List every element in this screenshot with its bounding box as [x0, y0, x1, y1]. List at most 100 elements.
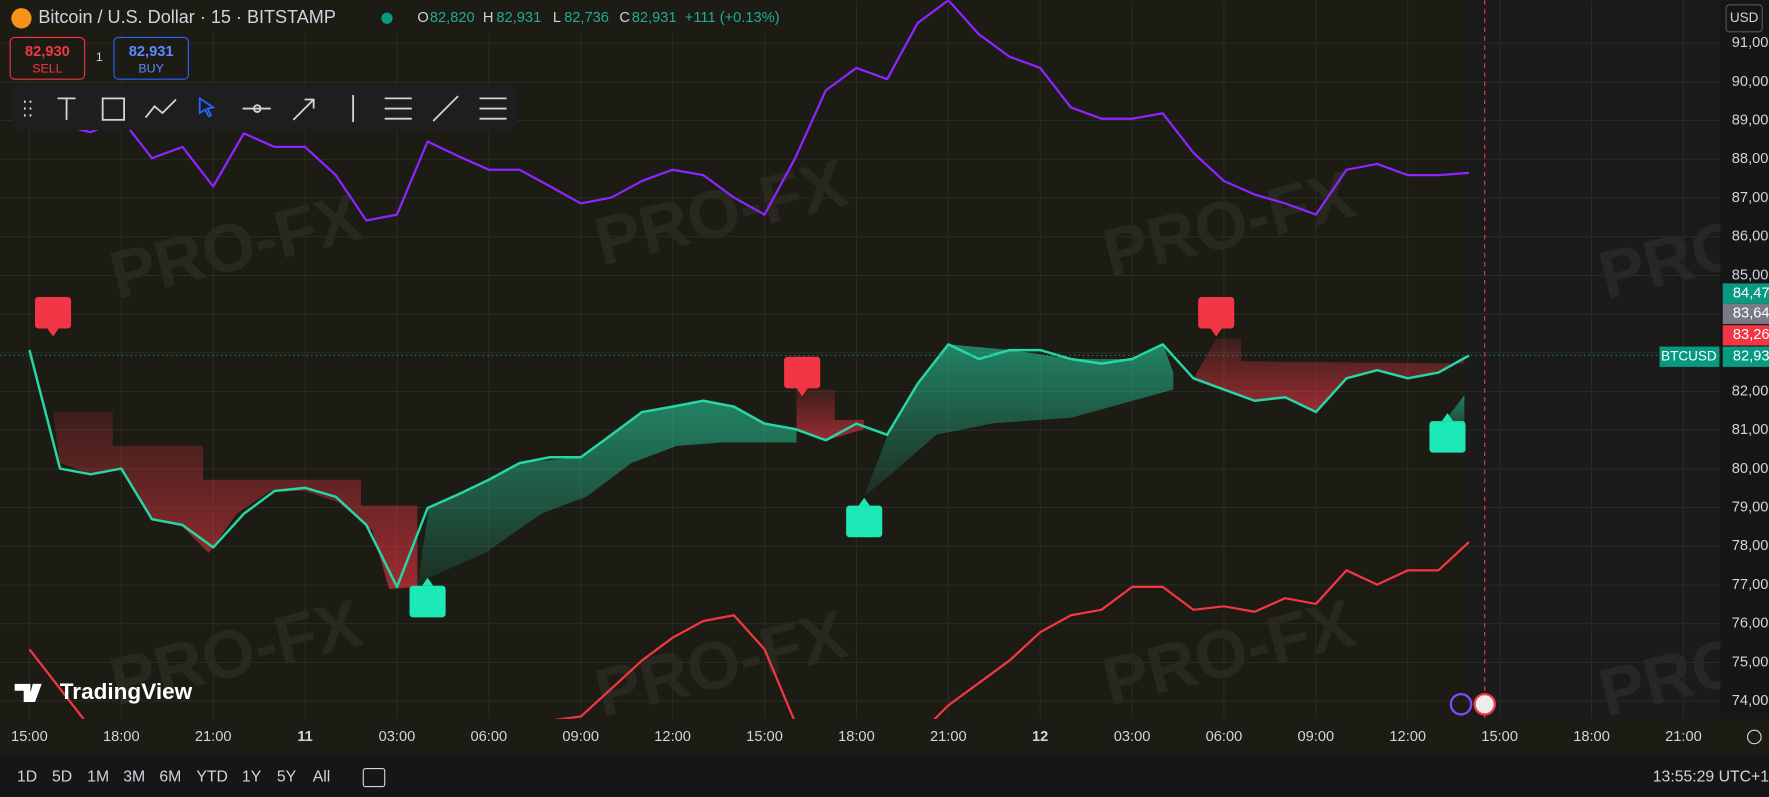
y-tick-label: 86,000	[1732, 229, 1769, 245]
y-tick-label: 79,000	[1732, 499, 1769, 515]
sell-button[interactable]	[9, 36, 86, 80]
price-axis-labels: 74,000 75,000 76,000 77,000 78,000 79,000 80,0…	[1732, 35, 1769, 709]
y-tick-label: 88,000	[1732, 151, 1769, 167]
x-tick-label: 21:00	[1665, 729, 1702, 745]
currency-button[interactable]	[1725, 4, 1763, 33]
buy-signal-tip	[421, 577, 434, 586]
channel-tool[interactable]	[479, 97, 507, 120]
x-tick-label: 15:00	[11, 729, 48, 745]
currency[interactable]: USD	[1730, 10, 1759, 25]
y-tick-label: 82,000	[1732, 383, 1769, 399]
y-tick-label: 76,000	[1732, 616, 1769, 632]
ohlc-value: 82,736	[564, 10, 609, 26]
range-button[interactable]: 1M	[87, 769, 109, 786]
logo-icon	[14, 683, 42, 702]
x-tick-label: 03:00	[379, 729, 416, 745]
y-tick-label: 78,000	[1732, 538, 1769, 554]
fib-tool[interactable]	[384, 97, 412, 120]
event-icon[interactable]	[1449, 692, 1473, 716]
badge	[1722, 283, 1769, 304]
sell-label[interactable]: SELL	[32, 61, 62, 75]
range-button[interactable]: 1D	[17, 769, 37, 786]
ohlc-value: 82,820	[430, 10, 475, 26]
signals	[34, 296, 1466, 618]
buy-signal-tip	[1441, 413, 1454, 422]
series-line	[28, 343, 1470, 589]
coin-icon	[11, 8, 32, 29]
range-button[interactable]: 5D	[52, 769, 72, 786]
text-tool[interactable]	[57, 97, 76, 120]
x-tick-label: 11	[297, 729, 312, 745]
x-tick-label: 03:00	[1114, 729, 1151, 745]
range-button[interactable]: All	[313, 769, 331, 786]
range-button[interactable]: 3M	[123, 769, 145, 786]
x-tick-label: 15:00	[746, 729, 783, 745]
x-tick-label: 12:00	[654, 729, 691, 745]
buy-signal-tip	[858, 497, 870, 506]
x-tick-label: 21:00	[195, 729, 232, 745]
y-tick-label: 77,000	[1732, 577, 1769, 593]
range-button[interactable]: YTD	[196, 769, 228, 786]
series-line	[28, 541, 1470, 719]
buy-price[interactable]: 82,931	[129, 44, 174, 60]
sell-price[interactable]: 82,930	[25, 44, 70, 60]
ohlc-label: L	[553, 10, 561, 26]
clock: 13:55:29 UTC+1	[1653, 769, 1769, 786]
range-button[interactable]: 6M	[159, 769, 181, 786]
drawing-toolbar	[12, 84, 517, 130]
logo: TradingView	[60, 679, 193, 704]
buy-button[interactable]	[113, 36, 189, 80]
x-tick-label: 12	[1032, 729, 1048, 745]
y-tick-label: 85,000	[1732, 267, 1769, 283]
y-tick-label: 87,000	[1732, 190, 1769, 206]
x-tick-label: 21:00	[930, 729, 967, 745]
ohlc-value: 82,931	[496, 10, 541, 26]
status-dot	[381, 12, 393, 24]
arrow-tool[interactable]	[292, 98, 315, 121]
symbol: Bitcoin / U.S. Dollar · 15 · BITSTAMP	[38, 7, 336, 27]
x-tick-label: 06:00	[471, 729, 508, 745]
trendline-tool[interactable]	[432, 95, 459, 122]
ohlc-label: O	[417, 10, 428, 26]
bottom-bar	[0, 756, 1769, 797]
hline-tool[interactable]	[242, 104, 271, 113]
x-tick-label: 12:00	[1389, 729, 1426, 745]
change: +111 (+0.13%)	[685, 10, 780, 26]
buy-signal	[409, 585, 446, 618]
x-tick-label: 18:00	[1573, 729, 1610, 745]
badge-text: 82,93	[1733, 349, 1769, 365]
buy-label[interactable]: BUY	[138, 61, 164, 75]
x-tick-label: 15:00	[1481, 729, 1518, 745]
x-tick-label: 09:00	[562, 729, 599, 745]
quantity: 1	[96, 50, 103, 64]
badge	[1722, 325, 1769, 346]
symbol-badge-text: BTCUSD	[1661, 348, 1717, 363]
sell-signal-tip	[47, 328, 59, 337]
ohlc-value: 82,931	[632, 10, 677, 26]
y-tick-label: 91,000	[1732, 35, 1769, 51]
green-cloud	[417, 400, 797, 587]
rect-tool[interactable]	[101, 97, 126, 121]
toolbar-bg	[12, 84, 517, 130]
badge-text: 83,26	[1733, 327, 1769, 343]
event-icon[interactable]	[1473, 692, 1496, 716]
settings-icon[interactable]	[1747, 729, 1762, 745]
range-button[interactable]: 1Y	[242, 769, 262, 786]
price-badges: 84,47 83,64 83,26 82,93	[1722, 283, 1769, 367]
y-tick-label: 81,000	[1732, 422, 1769, 438]
range-buttons: 1D 5D 1M 3M 6M YTD 1Y 5Y All	[17, 769, 330, 786]
clouds	[53, 338, 1465, 590]
sell-signal	[784, 356, 821, 389]
range-button[interactable]: 5Y	[277, 769, 297, 786]
green-cloud	[864, 344, 1174, 497]
x-tick-label: 09:00	[1298, 729, 1335, 745]
cursor-tool[interactable]	[198, 96, 216, 118]
ohlc-label: H	[483, 10, 494, 26]
path-tool[interactable]	[144, 98, 177, 119]
toolbar-handle[interactable]	[23, 100, 32, 117]
badge-text: 84,47	[1733, 285, 1769, 301]
buy-signal	[846, 505, 883, 538]
calendar-icon[interactable]	[362, 767, 386, 788]
